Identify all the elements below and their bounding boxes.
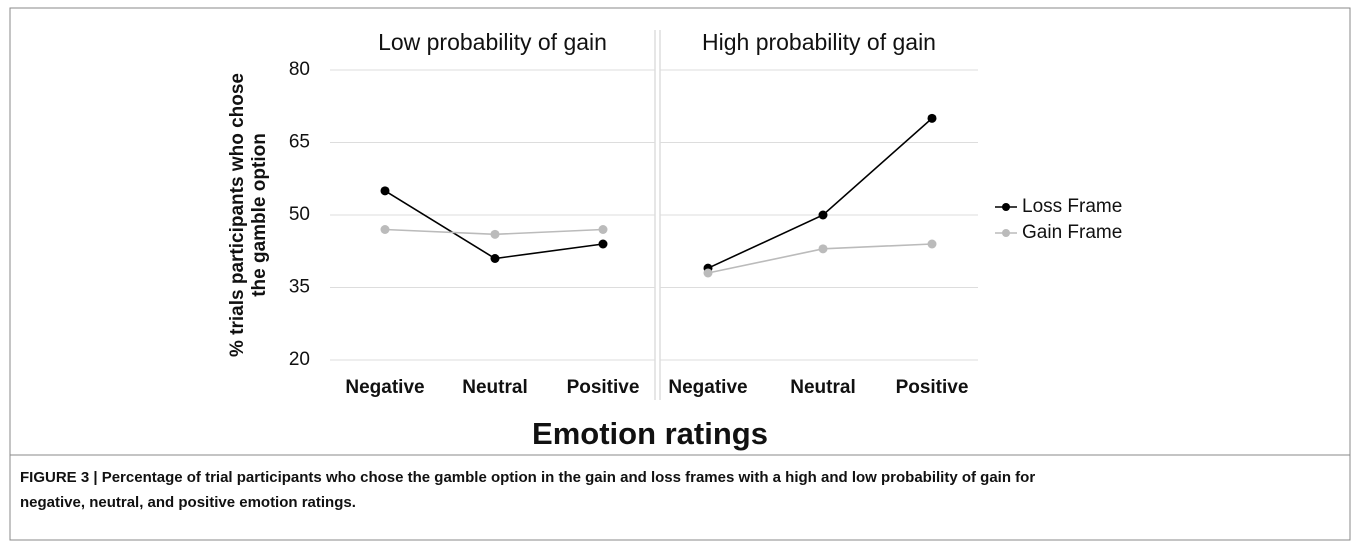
data-point	[818, 244, 828, 254]
data-point	[598, 239, 608, 249]
y-tick-label: 65	[289, 132, 310, 153]
data-point	[927, 113, 937, 123]
data-point	[380, 186, 390, 196]
panel-title: High probability of gain	[702, 29, 936, 55]
x-axis-label: Emotion ratings	[532, 416, 768, 451]
legend-label: Loss Frame	[1022, 196, 1122, 217]
x-tick-label: Negative	[345, 377, 424, 398]
y-axis-label: % trials participants who chose	[227, 73, 248, 357]
data-point	[490, 229, 500, 239]
data-point	[818, 210, 828, 220]
x-tick-label: Neutral	[790, 377, 855, 398]
caption: FIGURE 3 | Percentage of trial participa…	[20, 469, 1035, 486]
frame	[9, 7, 1351, 541]
y-tick-label: 50	[289, 204, 310, 225]
legend-label: Gain Frame	[1022, 222, 1122, 243]
x-tick-label: Positive	[896, 377, 969, 398]
data-point	[703, 268, 713, 278]
y-tick-label: 80	[289, 59, 310, 80]
data-point	[598, 225, 608, 234]
panel-title: Low probability of gain	[378, 29, 607, 55]
caption: negative, neutral, and positive emotion …	[20, 494, 356, 511]
data-point	[927, 239, 937, 249]
x-tick-label: Positive	[567, 377, 640, 398]
x-tick-label: Negative	[668, 377, 747, 398]
x-tick-label: Neutral	[462, 377, 527, 398]
y-tick-label: 35	[289, 277, 310, 298]
y-tick-label: 20	[289, 349, 310, 370]
y-axis-label: the gamble option	[249, 133, 270, 297]
data-point	[490, 254, 500, 263]
legend-marker	[1002, 203, 1010, 211]
data-point	[380, 225, 390, 234]
legend-marker	[1002, 229, 1010, 237]
series-line	[384, 190, 604, 260]
